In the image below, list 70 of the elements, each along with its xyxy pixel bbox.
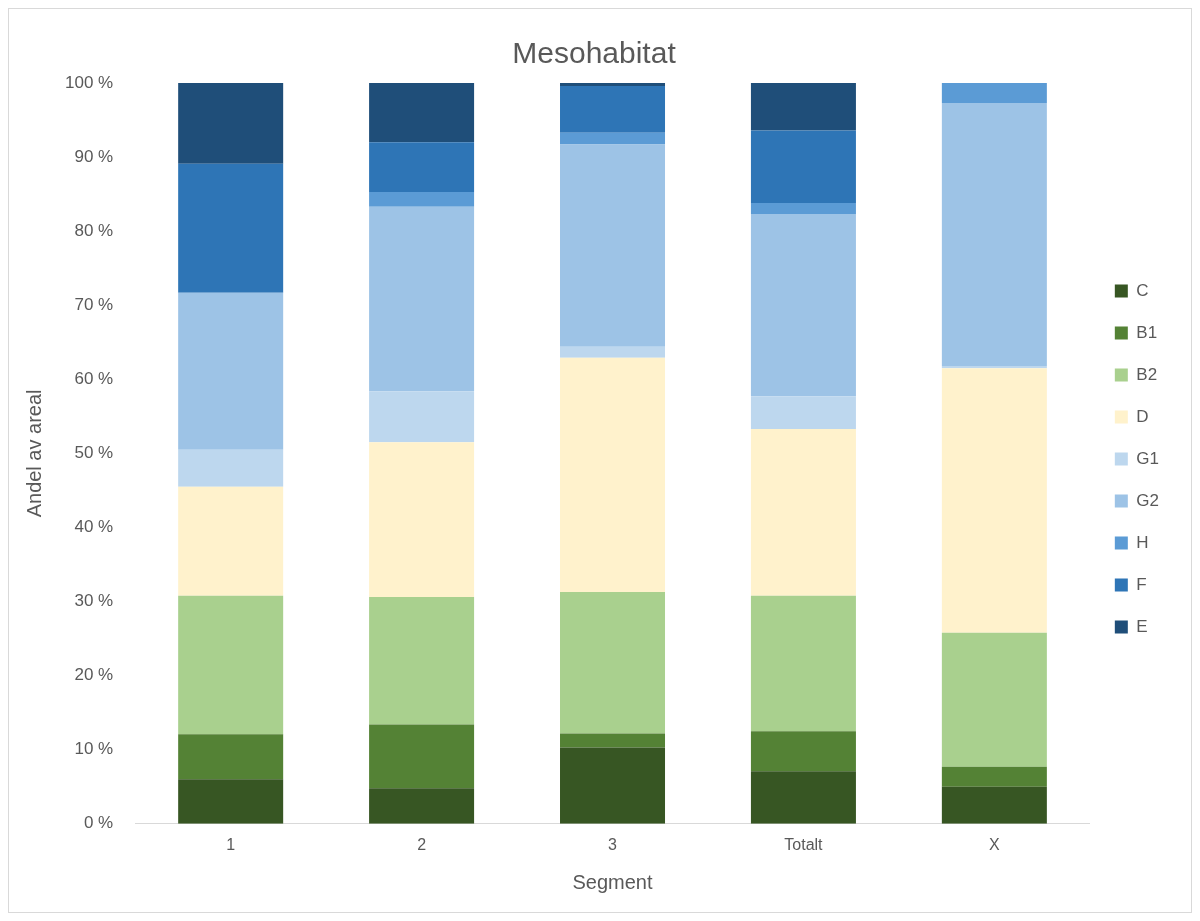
bar bbox=[941, 786, 1047, 824]
bar bbox=[560, 85, 666, 133]
y-tick-label: 10 % bbox=[74, 739, 114, 759]
y-tick-label: 80 % bbox=[74, 220, 114, 240]
bar bbox=[560, 83, 666, 86]
bar bbox=[560, 733, 666, 748]
bar bbox=[369, 788, 475, 824]
y-tick-label: 60 % bbox=[74, 369, 114, 389]
bar bbox=[750, 83, 856, 131]
bar bbox=[750, 771, 856, 824]
bar bbox=[369, 142, 475, 192]
y-tick-label: 100 % bbox=[65, 72, 114, 92]
bar bbox=[369, 191, 475, 207]
bar bbox=[178, 486, 284, 596]
bar bbox=[369, 83, 475, 143]
bar bbox=[750, 214, 856, 397]
legend-label: D bbox=[1136, 406, 1149, 426]
bar bbox=[178, 595, 284, 735]
x-tick-label: 3 bbox=[608, 835, 618, 853]
bar bbox=[941, 103, 1047, 366]
legend-label: H bbox=[1136, 532, 1149, 552]
bar bbox=[941, 368, 1047, 633]
bar bbox=[560, 591, 666, 734]
legend-label: F bbox=[1136, 574, 1147, 594]
bar bbox=[750, 396, 856, 429]
y-tick-label: 50 % bbox=[74, 443, 114, 463]
bar bbox=[560, 357, 666, 592]
bar bbox=[369, 597, 475, 725]
y-tick-label: 90 % bbox=[74, 146, 114, 166]
bar bbox=[941, 365, 1047, 369]
y-tick-label: 0 % bbox=[83, 813, 114, 833]
x-tick-label: Totalt bbox=[784, 835, 824, 853]
bar bbox=[750, 203, 856, 215]
bar bbox=[178, 83, 284, 164]
legend-label: C bbox=[1136, 280, 1149, 300]
y-tick-label: 40 % bbox=[74, 517, 114, 537]
y-axis-title: Andel av areal bbox=[22, 389, 45, 518]
y-tick-label: 30 % bbox=[74, 591, 114, 611]
legend-label: G1 bbox=[1136, 448, 1160, 468]
bar bbox=[560, 144, 666, 347]
bar bbox=[178, 292, 284, 450]
chart-title: Mesohabitat bbox=[512, 36, 677, 70]
bar bbox=[369, 724, 475, 789]
x-tick-label: 1 bbox=[226, 835, 236, 853]
bar bbox=[750, 130, 856, 204]
bar bbox=[750, 731, 856, 772]
y-tick-label: 20 % bbox=[74, 665, 114, 685]
bar bbox=[941, 83, 1047, 103]
bar bbox=[941, 632, 1047, 767]
bar bbox=[750, 428, 856, 596]
bar bbox=[941, 766, 1047, 787]
bar bbox=[178, 163, 284, 293]
bar bbox=[178, 779, 284, 824]
x-axis-title: Segment bbox=[572, 870, 653, 893]
bar bbox=[369, 442, 475, 598]
legend-label: B1 bbox=[1136, 322, 1158, 342]
x-tick-label: 2 bbox=[417, 835, 427, 853]
bar bbox=[560, 747, 666, 824]
bar bbox=[560, 346, 666, 358]
x-tick-label: X bbox=[989, 835, 1001, 853]
bar bbox=[369, 391, 475, 443]
bar bbox=[369, 206, 475, 392]
legend-label: B2 bbox=[1136, 364, 1158, 384]
bar bbox=[560, 132, 666, 145]
y-tick-label: 70 % bbox=[74, 294, 114, 314]
bar bbox=[750, 595, 856, 732]
bar bbox=[178, 449, 284, 487]
bar bbox=[178, 734, 284, 780]
legend-label: G2 bbox=[1136, 490, 1160, 510]
legend-label: E bbox=[1136, 616, 1148, 636]
